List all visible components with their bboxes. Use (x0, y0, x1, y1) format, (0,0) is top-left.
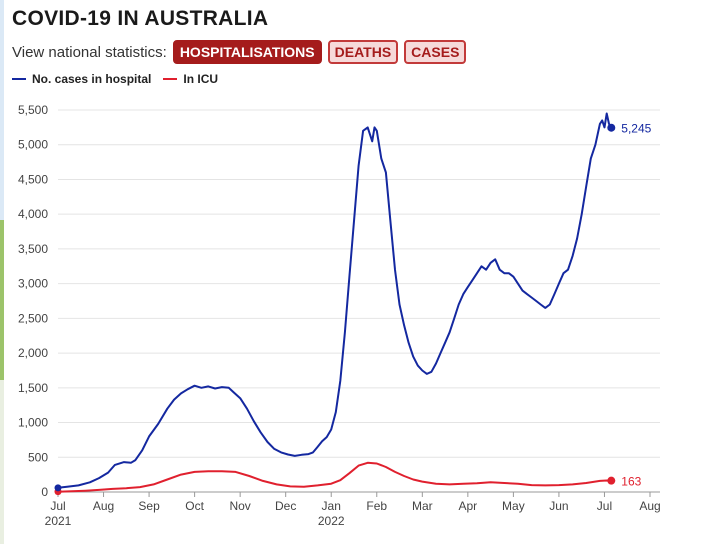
series-end-point-icu (607, 476, 616, 485)
statistics-selector-label: View national statistics: (12, 43, 167, 61)
legend-item-icu[interactable]: In ICU (163, 72, 218, 86)
x-tick-label: Jan (322, 499, 341, 513)
y-tick-label: 5,000 (18, 138, 48, 152)
x-tick-label: Jul (597, 499, 612, 513)
legend-item-hospital[interactable]: No. cases in hospital (12, 72, 151, 86)
y-tick-label: 4,000 (18, 207, 48, 221)
legend-swatch-icu (163, 78, 178, 80)
x-tick-label: Aug (93, 499, 114, 513)
y-tick-label: 3,000 (18, 277, 48, 291)
legend-label-icu: In ICU (183, 72, 219, 86)
legend-label-hospital: No. cases in hospital (32, 72, 152, 86)
x-tick-label: Mar (412, 499, 433, 513)
x-tick-label: Jun (549, 499, 568, 513)
left-edge-strip-bottom (0, 380, 4, 544)
y-tick-label: 5,500 (18, 103, 48, 117)
statistics-selector: View national statistics: HOSPITALISATIO… (12, 40, 696, 64)
chart-header: COVID-19 IN AUSTRALIA View national stat… (12, 6, 696, 64)
end-value-label-icu: 163 (621, 475, 641, 489)
series-start-point-hospital (54, 484, 62, 492)
tab-hospitalisations[interactable]: HOSPITALISATIONS (172, 40, 322, 64)
y-tick-label: 2,000 (18, 346, 48, 360)
left-edge-strip-top (0, 0, 4, 220)
x-tick-label: Oct (185, 499, 204, 513)
left-edge-strip-middle (0, 220, 4, 380)
x-tick-label: Feb (366, 499, 387, 513)
chart-legend: No. cases in hospital In ICU (12, 72, 230, 86)
y-tick-label: 500 (28, 450, 48, 464)
x-year-label: 2021 (45, 514, 72, 528)
series-line-hospital (57, 112, 613, 489)
y-tick-label: 0 (41, 485, 48, 499)
x-tick-label: Nov (229, 499, 250, 513)
left-edge-strip (0, 0, 4, 544)
series-end-point-hospital (607, 123, 616, 132)
x-tick-label: Sep (138, 499, 160, 513)
x-year-label: 2022 (318, 514, 345, 528)
x-tick-label: Jul (50, 499, 65, 513)
x-tick-label: Dec (275, 499, 296, 513)
y-tick-label: 2,500 (18, 311, 48, 325)
tab-cases[interactable]: CASES (404, 40, 467, 64)
legend-swatch-hospital (12, 78, 26, 80)
x-tick-label: Apr (459, 499, 478, 513)
end-value-label-hospital: 5,245 (621, 122, 651, 136)
x-tick-label: Aug (639, 499, 660, 513)
tab-deaths[interactable]: DEATHS (327, 40, 399, 64)
y-tick-label: 4,500 (18, 172, 48, 186)
series-line-icu (57, 461, 612, 493)
x-tick-label: May (502, 499, 525, 513)
y-tick-label: 3,500 (18, 242, 48, 256)
y-tick-label: 1,000 (18, 416, 48, 430)
page-title: COVID-19 IN AUSTRALIA (12, 7, 269, 30)
y-tick-label: 1,500 (18, 381, 48, 395)
